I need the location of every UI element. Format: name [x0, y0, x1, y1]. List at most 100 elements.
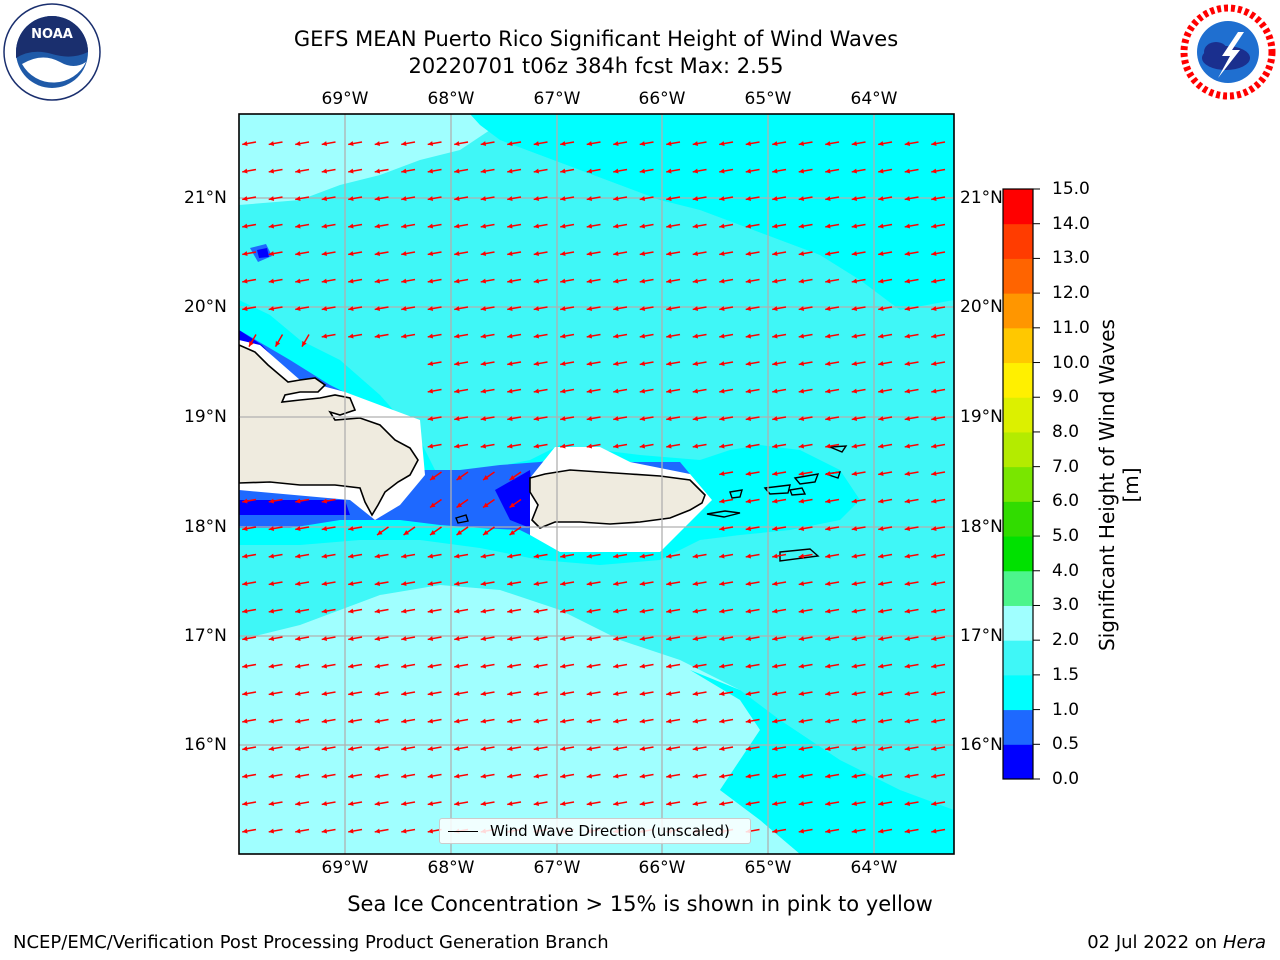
wave-direction-arrow [533, 251, 548, 257]
wave-direction-arrow [639, 196, 654, 202]
wave-direction-arrow [427, 361, 442, 367]
wave-direction-arrow [851, 801, 866, 807]
colorbar-tick-label: 12.0 [1052, 283, 1090, 304]
wave-direction-arrow [248, 334, 257, 347]
wave-direction-arrow [745, 526, 760, 532]
wave-direction-arrow [321, 333, 336, 339]
wave-direction-arrow [403, 526, 416, 536]
wave-direction-arrow [586, 416, 601, 422]
wave-direction-arrow [374, 223, 389, 229]
wave-direction-arrow [242, 306, 257, 312]
wave-direction-arrow [904, 388, 919, 394]
wave-direction-arrow [878, 773, 893, 779]
wave-direction-arrow [268, 608, 283, 614]
wave-direction-arrow [931, 773, 946, 779]
wave-direction-arrow [454, 746, 469, 752]
wave-direction-arrow [374, 718, 389, 724]
wave-direction-arrow [931, 553, 946, 559]
wave-direction-arrow [586, 581, 601, 587]
wave-direction-arrow [904, 223, 919, 229]
wave-direction-arrow [639, 251, 654, 257]
wave-direction-arrow [825, 471, 840, 477]
wave-direction-arrow [427, 746, 442, 752]
colorbar-tick-label: 1.0 [1052, 699, 1080, 720]
wave-direction-arrow [904, 443, 919, 449]
wave-direction-arrow [772, 223, 787, 229]
wave-direction-arrow [772, 168, 787, 174]
wave-direction-arrow [509, 526, 522, 536]
title-line-1: GEFS MEAN Puerto Rico Significant Height… [293, 27, 899, 51]
wave-direction-arrow [931, 416, 946, 422]
wave-direction-arrow [268, 636, 283, 642]
wave-direction-arrow [586, 636, 601, 642]
wave-direction-arrow [586, 196, 601, 202]
wave-direction-arrow [772, 691, 787, 697]
wave-direction-arrow [613, 581, 628, 587]
wave-direction-arrow [268, 828, 283, 834]
wave-direction-arrow [482, 498, 495, 509]
wave-direction-arrow [772, 718, 787, 724]
wave-direction-arrow [613, 251, 628, 257]
colorbar-tick-label: 5.0 [1052, 526, 1080, 547]
wave-direction-arrow [533, 691, 548, 697]
wave-direction-arrow [825, 388, 840, 394]
wave-direction-arrow [878, 278, 893, 284]
wave-direction-arrow [745, 306, 760, 312]
wave-direction-arrow [904, 526, 919, 532]
wave-direction-arrow [931, 636, 946, 642]
wave-direction-arrow [427, 251, 442, 257]
wave-direction-arrow [878, 388, 893, 394]
wave-direction-arrow [904, 498, 919, 504]
wave-direction-arrow [745, 333, 760, 339]
colorbar-segment [1003, 536, 1033, 572]
wave-direction-arrow [904, 718, 919, 724]
wave-direction-arrow [560, 553, 575, 559]
wave-direction-arrow [295, 553, 310, 559]
tick-bottom-67w: 67°W [533, 858, 581, 878]
wave-direction-arrow [639, 168, 654, 174]
wave-direction-arrow [745, 168, 760, 174]
wave-direction-arrow [904, 251, 919, 257]
tick-right-18n: 18°N [960, 517, 1003, 537]
wave-direction-arrow [456, 471, 469, 481]
wave-direction-arrow [613, 691, 628, 697]
wave-direction-arrow [719, 801, 734, 807]
puerto-rico-land [529, 469, 706, 529]
wave-direction-arrow [427, 663, 442, 669]
wave-direction-arrow [586, 773, 601, 779]
wave-direction-arrow [586, 746, 601, 752]
colorbar-segment [1003, 744, 1033, 780]
wave-direction-arrow [401, 196, 416, 202]
wave-direction-arrow [719, 581, 734, 587]
wave-direction-arrow [295, 278, 310, 284]
wave-direction-arrow [745, 498, 760, 504]
wave-direction-arrow [825, 443, 840, 449]
wave-direction-arrow [904, 333, 919, 339]
wave-direction-arrow [904, 581, 919, 587]
wave-direction-arrow [374, 251, 389, 257]
contour-0-05-c [495, 470, 535, 530]
wave-direction-arrow [586, 333, 601, 339]
wave-direction-arrow [666, 388, 681, 394]
wave-direction-arrow [719, 526, 734, 532]
wave-direction-arrow [507, 251, 522, 257]
wave-direction-arrow [480, 196, 495, 202]
wave-direction-arrow [533, 746, 548, 752]
wave-direction-arrow [613, 443, 628, 449]
wave-direction-arrow [772, 333, 787, 339]
wave-direction-arrow [719, 416, 734, 422]
wave-direction-arrow [904, 306, 919, 312]
wave-direction-arrow [666, 691, 681, 697]
vieques [706, 510, 741, 518]
wave-direction-arrow [639, 278, 654, 284]
wave-direction-arrow [666, 251, 681, 257]
wave-direction-arrow [295, 196, 310, 202]
colorbar-tick-label: 3.0 [1052, 595, 1080, 616]
wave-direction-arrow [374, 691, 389, 697]
wave-direction-arrow [295, 608, 310, 614]
wave-direction-arrow [825, 608, 840, 614]
wave-direction-arrow [321, 196, 336, 202]
wave-direction-arrow [798, 361, 813, 367]
wave-direction-arrow [851, 526, 866, 532]
wave-direction-arrow [666, 278, 681, 284]
